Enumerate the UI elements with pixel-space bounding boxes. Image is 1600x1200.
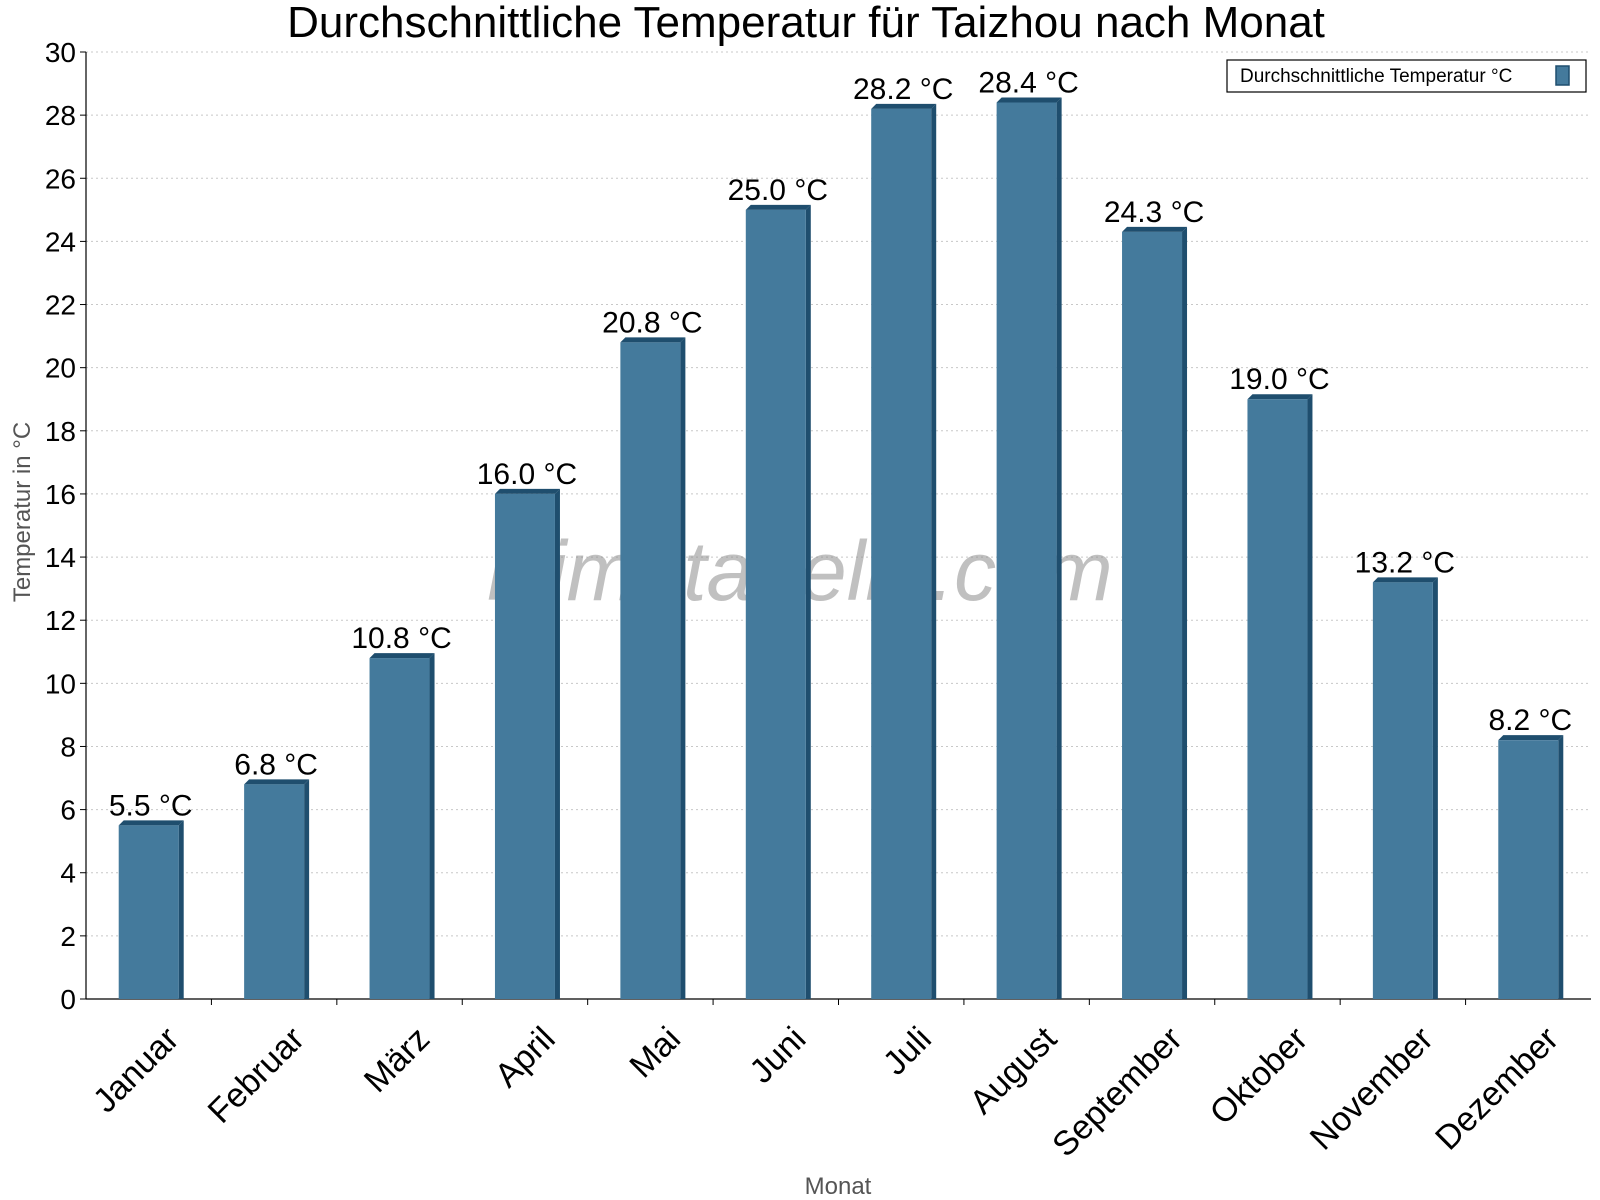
y-tick-label: 6 <box>60 795 76 826</box>
bar <box>1498 740 1559 999</box>
x-tick-label: Dezember <box>1428 1020 1566 1158</box>
bar-side <box>304 779 310 999</box>
legend-series-name: Durchschnittliche Temperatur °C <box>1240 66 1512 87</box>
data-label: 5.5 °C <box>109 789 193 822</box>
y-tick-label: 18 <box>45 416 76 447</box>
legend-box <box>1226 59 1587 93</box>
bar <box>369 658 430 999</box>
bar <box>1247 399 1308 999</box>
y-tick-label: 30 <box>45 37 76 68</box>
bar <box>871 108 932 999</box>
y-tick-label: 2 <box>60 921 76 952</box>
x-tick-label: Januar <box>86 1020 186 1120</box>
data-label: 6.8 °C <box>234 748 318 781</box>
bar <box>996 102 1057 1000</box>
legend-swatch <box>1555 65 1570 86</box>
y-tick-label: 22 <box>45 290 76 321</box>
chart-title: Durchschnittliche Temperatur für Taizhou… <box>287 0 1325 47</box>
data-label: 16.0 °C <box>477 458 577 491</box>
bar <box>1122 231 1183 999</box>
y-tick-label: 26 <box>45 163 76 194</box>
gridlines <box>86 51 1591 937</box>
x-tick-label: Mai <box>622 1020 688 1086</box>
y-tick-label: 16 <box>45 479 76 510</box>
bar-side <box>1056 97 1062 1000</box>
bar-top <box>118 820 184 826</box>
bar-side <box>429 653 435 999</box>
bar <box>620 342 681 999</box>
bar <box>1372 582 1433 999</box>
y-tick-label: 12 <box>45 605 76 636</box>
x-tick-label: Juli <box>876 1020 939 1083</box>
x-tick-label: Februar <box>201 1020 312 1131</box>
bar-side <box>1182 226 1188 999</box>
data-label: 20.8 °C <box>602 306 702 339</box>
bar-side <box>1307 394 1313 999</box>
data-label: 13.2 °C <box>1355 546 1455 579</box>
y-tick-label: 24 <box>45 226 76 257</box>
bar-top <box>244 779 310 785</box>
data-label: 19.0 °C <box>1229 363 1329 396</box>
x-tick-label: November <box>1303 1020 1441 1158</box>
x-tick-label: September <box>1045 1020 1189 1164</box>
bar-top <box>620 337 686 343</box>
bars <box>118 97 1564 1000</box>
data-label: 10.8 °C <box>351 622 451 655</box>
y-tick-label: 0 <box>60 984 76 1015</box>
y-axis-label: Temperatur in °C <box>9 422 36 602</box>
bar-side <box>1558 735 1564 999</box>
y-tick-label: 10 <box>45 668 76 699</box>
data-label: 28.2 °C <box>853 73 953 106</box>
bar-top <box>1247 394 1313 400</box>
bar-side <box>1432 577 1438 999</box>
legend: Durchschnittliche Temperatur °C <box>1226 59 1587 93</box>
y-tick-label: 20 <box>45 353 76 384</box>
x-tick-label: März <box>357 1020 437 1100</box>
bar-side <box>805 204 811 1000</box>
bar <box>494 493 555 999</box>
bar <box>745 209 806 1000</box>
y-tick-label: 4 <box>60 858 76 889</box>
bar-top <box>871 103 937 109</box>
bar-top <box>745 204 811 210</box>
data-label: 25.0 °C <box>728 174 828 207</box>
bar-top <box>369 653 435 659</box>
data-labels: 5.5 °C 6.8 °C 10.8 °C 16.0 °C 20.8 °C 25.0 °C… <box>109 67 1572 823</box>
bar <box>118 825 179 999</box>
data-label: 24.3 °C <box>1104 196 1204 229</box>
x-tick-label: August <box>963 1019 1065 1121</box>
x-axis-label: Monat <box>805 1173 872 1200</box>
bar-top <box>1122 226 1188 232</box>
data-label: 28.4 °C <box>978 67 1078 100</box>
data-label: 8.2 °C <box>1488 704 1572 737</box>
bar-side <box>178 820 184 999</box>
bar-side <box>931 103 937 999</box>
x-tick-label: Juni <box>742 1020 813 1091</box>
y-tick-label: 28 <box>45 100 76 131</box>
bar-top <box>1498 735 1564 741</box>
y-tick-label: 14 <box>45 542 76 573</box>
x-tick-label: April <box>488 1020 563 1095</box>
bar <box>244 784 305 999</box>
y-tick-label: 8 <box>60 731 76 762</box>
bar-top <box>494 488 560 494</box>
bar-side <box>680 337 686 999</box>
bar-top <box>1372 577 1438 583</box>
bar-side <box>554 488 560 999</box>
bar-top <box>996 97 1062 103</box>
x-tick-label: Oktober <box>1203 1020 1315 1132</box>
